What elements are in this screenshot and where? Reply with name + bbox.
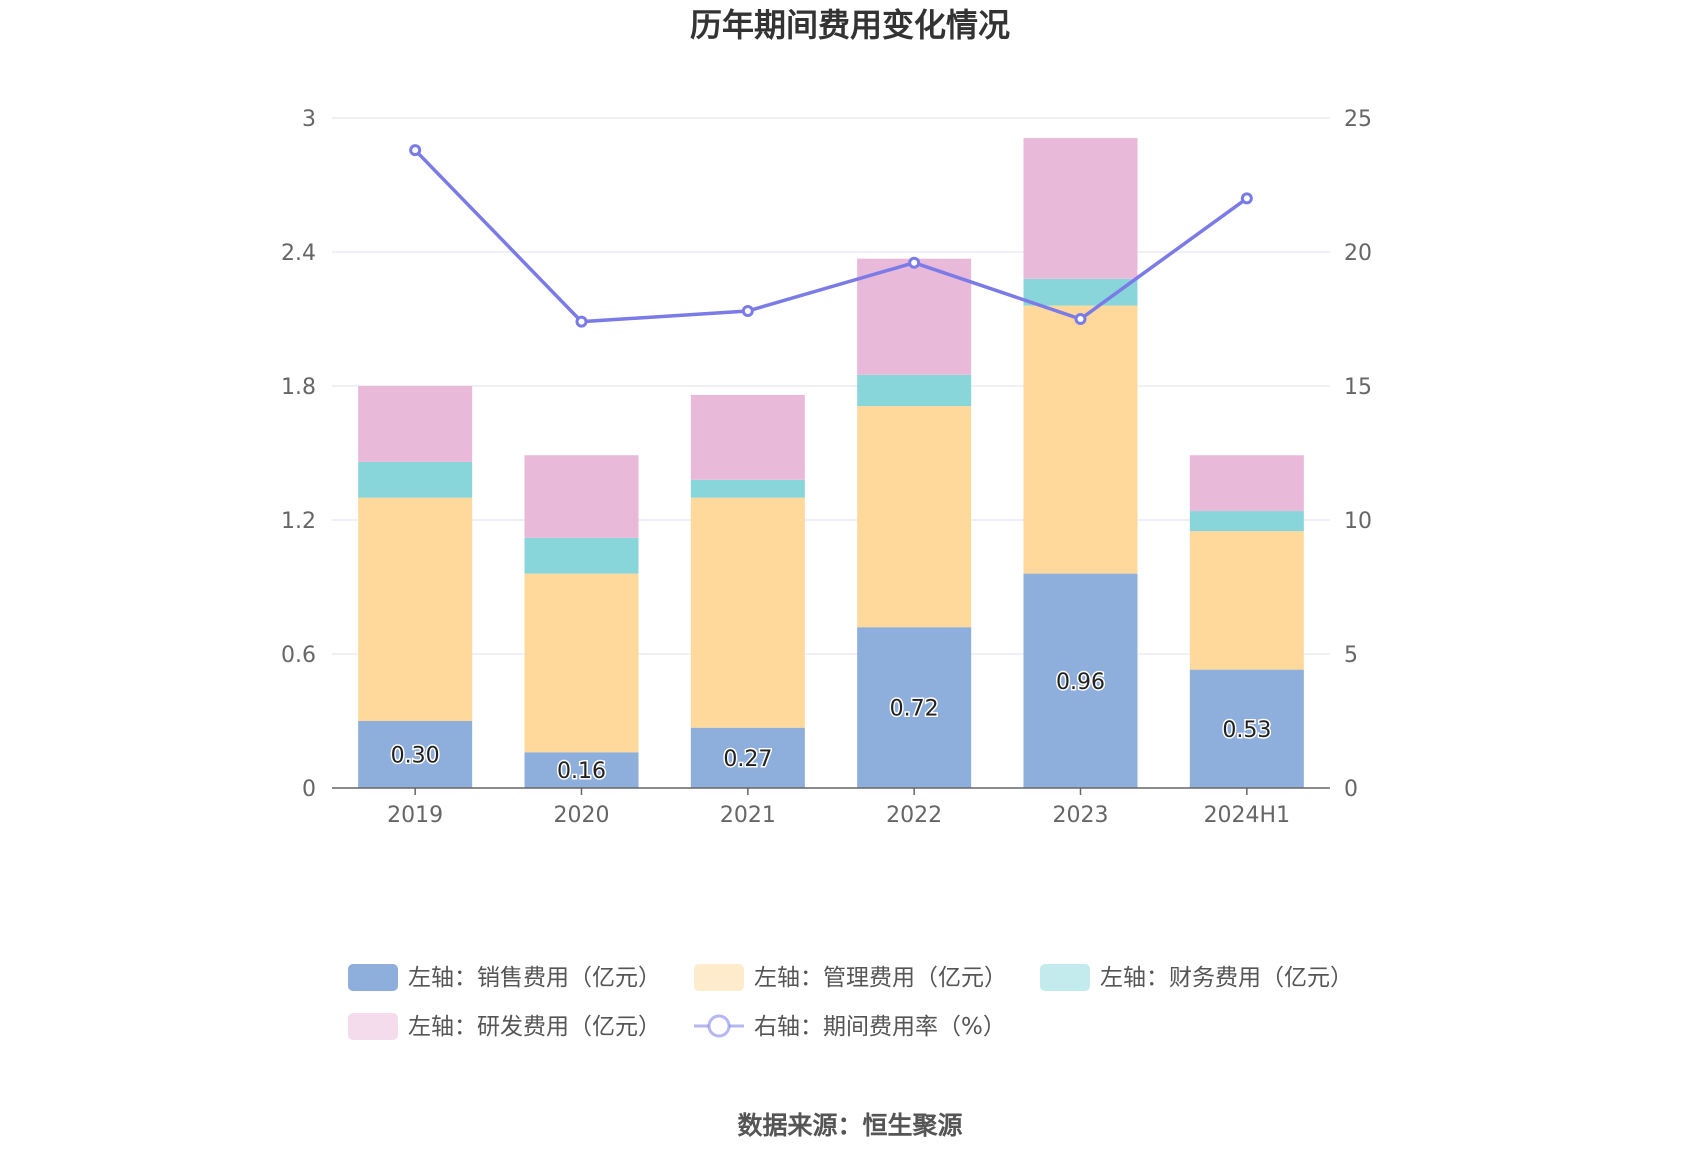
legend-swatch [348,1013,398,1040]
grid-lines [332,117,1330,655]
x-tick-label: 2019 [387,803,443,828]
chart-title: 历年期间费用变化情况 [690,6,1010,44]
bar-segment [1189,669,1304,788]
bar-segment [1189,511,1304,532]
line-point [741,304,754,317]
right-tick-label: 5 [1344,643,1358,668]
left-tick-label: 1.2 [281,509,316,534]
bar-segment [1023,573,1138,788]
bar-segment [857,406,972,628]
line-point [409,144,422,157]
bar-segment [524,752,639,788]
legend-label: 左轴：研发费用（亿元） [408,1014,661,1040]
legend-swatch [1040,964,1090,991]
line-point [575,315,588,328]
bar-segment [857,258,972,375]
legend-swatch [694,964,744,991]
legend-label: 左轴：销售费用（亿元） [408,965,661,991]
line-point [908,256,921,269]
bar-segment [1023,138,1138,279]
legend-label: 左轴：管理费用（亿元） [754,965,1007,991]
x-tick-label: 2021 [720,803,776,828]
bar-segment [690,497,805,728]
bar-segment [690,394,805,480]
line-point [1074,313,1087,325]
bar-segment [358,386,473,462]
data-labels: 0.30 0.16 0.27 0.72 0.96 0.53 [389,668,1273,785]
legend-label: 右轴：期间费用率（%） [754,1014,1006,1040]
legend-line-marker [707,1014,731,1038]
bar-data-label: 0.27 [723,747,772,772]
right-tick-label: 20 [1344,241,1372,266]
line-series [409,144,1253,328]
legend: 左轴：销售费用（亿元） 左轴：管理费用（亿元） 左轴：财务费用（亿元） 左轴：研发费用… [348,964,1353,1040]
right-axis-ticks: 0 5 10 15 20 25 [1344,107,1372,802]
left-tick-label: 3 [302,107,316,132]
left-tick-label: 0 [302,777,316,802]
bar-segment [1189,531,1304,670]
bar-data-label: 0.16 [557,759,606,784]
bar-segment [1023,305,1138,574]
right-tick-label: 10 [1344,509,1372,534]
x-tick-label: 2020 [554,803,610,828]
bar-segment [690,479,805,498]
bar-data-label: 0.53 [1222,718,1271,743]
left-tick-label: 2.4 [281,241,316,266]
x-tick-label: 2024H1 [1204,803,1291,828]
bar-segment [358,461,473,498]
legend-label: 左轴：财务费用（亿元） [1100,965,1353,991]
bar-segment [1189,455,1304,512]
bar-series [358,138,1304,788]
bar-segment [358,497,473,721]
x-tick-label: 2022 [886,803,942,828]
left-tick-label: 1.8 [281,375,316,400]
bar-data-label: 0.72 [890,697,939,722]
bar-segment [690,727,805,788]
bar-segment [524,455,639,538]
source-note: 数据来源：恒生聚源 [737,1111,962,1140]
x-axis: 2019 2020 2021 2022 2023 2024H1 [332,787,1330,828]
bar-data-label: 0.30 [391,744,440,769]
legend-swatch [348,964,398,991]
right-tick-label: 15 [1344,375,1372,400]
left-axis-ticks: 0 0.6 1.2 1.8 2.4 3 [281,107,316,802]
bar-segment [358,721,473,788]
right-tick-label: 25 [1344,107,1372,132]
line-point [1240,192,1253,205]
bar-data-label: 0.96 [1056,670,1105,695]
x-tick-label: 2023 [1053,803,1109,828]
left-tick-label: 0.6 [281,643,316,668]
bar-segment [524,537,639,574]
bar-segment [857,374,972,407]
right-tick-label: 0 [1344,777,1358,802]
series-line [413,148,1248,324]
bar-segment [524,573,639,753]
bar-segment [857,627,972,788]
